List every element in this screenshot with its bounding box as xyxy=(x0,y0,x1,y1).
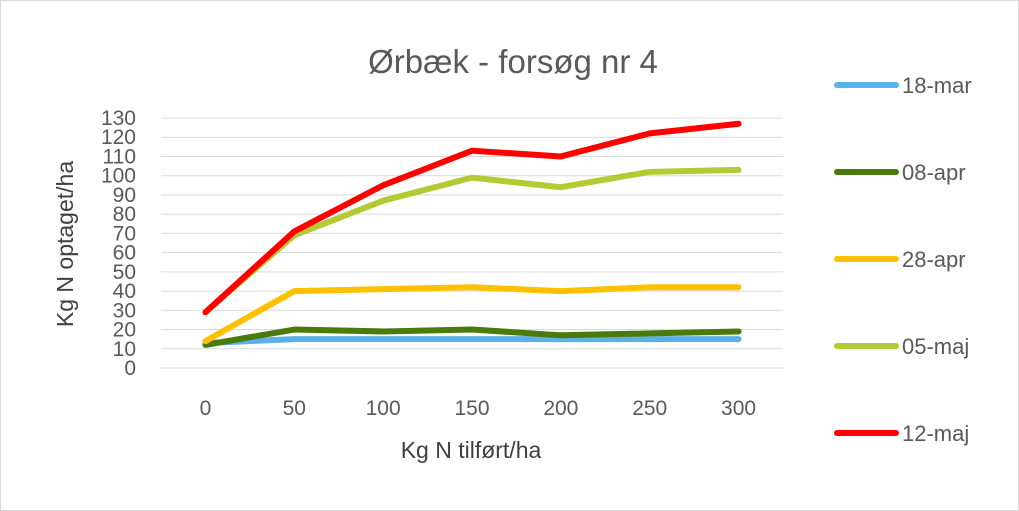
y-tick-label: 30 xyxy=(113,299,136,322)
legend-label: 12-maj xyxy=(902,421,969,446)
x-tick-label: 150 xyxy=(454,397,489,420)
y-tick-label: 90 xyxy=(113,184,136,207)
legend-label: 28-apr xyxy=(902,247,966,272)
series-line-08-apr xyxy=(202,326,742,348)
x-axis-label: Kg N tilført/ha xyxy=(401,437,542,463)
y-axis-label: Kg N optaget/ha xyxy=(52,161,78,327)
x-tick-label: 100 xyxy=(366,397,401,420)
series-lines xyxy=(202,120,742,348)
y-tick-label: 10 xyxy=(113,338,136,361)
x-tick-label: 250 xyxy=(632,397,667,420)
legend-label: 08-apr xyxy=(902,160,966,185)
y-tick-label: 20 xyxy=(113,319,136,342)
y-tick-label: 130 xyxy=(101,107,136,130)
chart-title: Ørbæk - forsøg nr 4 xyxy=(368,43,658,80)
series-line-18-mar xyxy=(202,336,742,346)
x-tick-label: 0 xyxy=(200,397,212,420)
x-tick-label: 300 xyxy=(721,397,756,420)
y-tick-label: 110 xyxy=(103,145,136,168)
x-tick-labels: 0 50 100 150 200 250 300 xyxy=(200,397,757,420)
legend-label: 18-mar xyxy=(902,73,972,98)
y-tick-label: 0 xyxy=(124,357,136,380)
series-line-12-maj xyxy=(202,120,742,316)
y-tick-label: 80 xyxy=(113,203,136,226)
y-tick-label: 70 xyxy=(113,222,136,245)
legend-label: 05-maj xyxy=(902,334,969,359)
gridlines xyxy=(161,117,783,369)
x-tick-label: 50 xyxy=(283,397,306,420)
series-line-28-apr xyxy=(202,284,742,345)
y-tick-label: 60 xyxy=(113,242,136,265)
y-tick-label: 120 xyxy=(101,126,136,149)
y-tick-label: 100 xyxy=(101,165,136,188)
y-tick-label: 40 xyxy=(113,280,136,303)
legend: 18-mar 08-apr 28-apr 05-maj 12-maj xyxy=(834,73,972,446)
y-tick-label: 50 xyxy=(113,261,136,284)
x-tick-label: 200 xyxy=(543,397,578,420)
